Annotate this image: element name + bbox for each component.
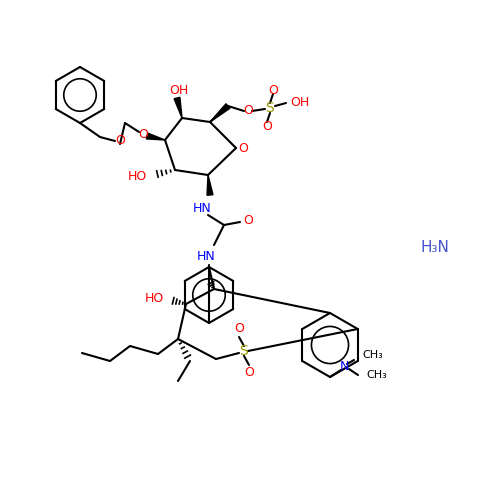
Text: O: O xyxy=(115,134,125,147)
Text: HO: HO xyxy=(128,170,146,183)
Polygon shape xyxy=(174,98,182,118)
Text: O: O xyxy=(262,120,272,132)
Text: O: O xyxy=(238,142,248,154)
Text: O: O xyxy=(268,84,278,96)
Text: HN: HN xyxy=(192,202,212,215)
Text: OH: OH xyxy=(170,84,188,96)
Text: S: S xyxy=(240,344,248,358)
Polygon shape xyxy=(210,104,230,122)
Polygon shape xyxy=(207,175,213,196)
Text: CH₃: CH₃ xyxy=(362,350,383,360)
Text: CH₃: CH₃ xyxy=(366,370,387,380)
Text: O: O xyxy=(244,366,254,380)
Text: OH: OH xyxy=(290,96,310,110)
Text: O: O xyxy=(243,214,253,228)
Text: O: O xyxy=(243,104,253,118)
Text: HO: HO xyxy=(144,292,164,304)
Text: O: O xyxy=(138,128,148,141)
Text: H₃N: H₃N xyxy=(420,240,450,256)
Polygon shape xyxy=(146,133,165,140)
Text: N: N xyxy=(340,360,348,374)
Text: HN: HN xyxy=(196,250,216,264)
Text: S: S xyxy=(266,101,274,115)
Text: O: O xyxy=(234,322,244,336)
